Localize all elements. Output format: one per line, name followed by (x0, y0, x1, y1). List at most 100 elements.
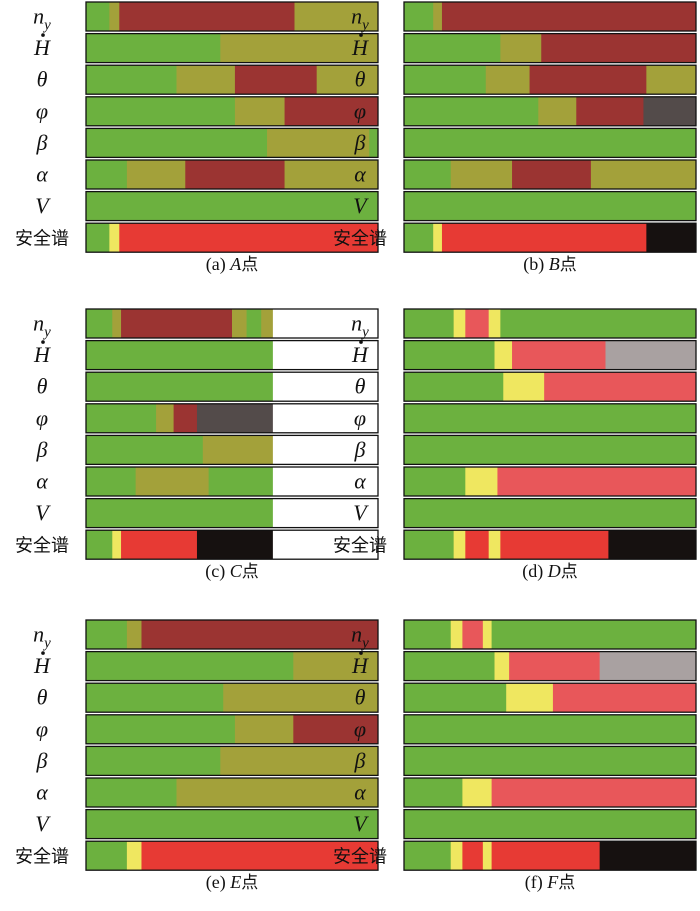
row-label: φ (354, 716, 366, 741)
bar-segment (453, 530, 466, 560)
bar-segment (86, 128, 268, 158)
bar-segment (86, 620, 128, 649)
row-label: H (33, 653, 51, 678)
bar-segment (272, 498, 379, 528)
bar-outline (403, 529, 697, 560)
bar-outline (403, 32, 697, 64)
row-label: V (35, 500, 51, 525)
bar-segment (272, 530, 379, 560)
row-label: θ (37, 685, 48, 710)
bar-outline (403, 714, 697, 745)
bar-segment (220, 746, 379, 776)
bar-segment (126, 160, 186, 189)
bar-segment (404, 128, 697, 158)
bar-segment (86, 435, 204, 465)
bar-segment (223, 683, 379, 713)
bar-segment (488, 530, 501, 560)
row-label: θ (37, 374, 48, 399)
bar-segment (646, 223, 697, 253)
bar-segment (369, 128, 379, 158)
bar-segment (404, 223, 434, 253)
bar-segment (109, 223, 120, 253)
row-label: 安全谱 (15, 229, 69, 250)
row-label: 安全谱 (333, 536, 387, 557)
dot-accent (41, 651, 45, 655)
bar-segment (491, 778, 697, 807)
bar-segment (284, 96, 379, 126)
bar-segment (86, 809, 379, 839)
bar-segment (284, 160, 379, 189)
bar-segment (404, 530, 455, 560)
bar-outline (403, 434, 697, 466)
bar-segment (126, 620, 142, 649)
bar-segment (404, 498, 697, 528)
row-label: 安全谱 (15, 847, 69, 868)
row-label: ny (33, 311, 51, 341)
row-label: θ (37, 67, 48, 92)
bar-outline (403, 308, 697, 339)
bar-segment (404, 403, 697, 433)
bar-segment (643, 96, 697, 126)
bar-segment (541, 33, 697, 63)
bar-segment (404, 651, 495, 681)
bar-segment (112, 530, 122, 560)
bar-segment (86, 309, 113, 338)
bar-segment (404, 841, 452, 871)
row-label: α (354, 780, 366, 805)
bar-outline (85, 403, 379, 434)
bar-outline (85, 682, 379, 713)
bar-segment (465, 467, 498, 496)
bar-segment (404, 467, 466, 496)
row-label: β (36, 437, 48, 462)
row-label: α (36, 780, 48, 805)
bar-outline (403, 64, 697, 95)
dot-accent (41, 33, 45, 37)
bar-segment (267, 128, 370, 158)
bar-segment (512, 340, 606, 370)
bar-segment (176, 65, 236, 95)
row-label: α (36, 162, 48, 187)
bar-outline (403, 777, 697, 808)
bar-segment (552, 683, 697, 713)
bar-segment (86, 498, 274, 528)
panel-caption: (a) A点 (206, 254, 258, 275)
bar-segment (441, 2, 697, 31)
bar-outline (403, 840, 697, 871)
panel-caption: (d) D点 (522, 561, 578, 582)
panel-caption: (e) E点 (206, 872, 258, 893)
row-label: β (36, 130, 48, 155)
bar-segment (590, 160, 697, 189)
bar-outline (85, 840, 379, 871)
bar-segment (538, 96, 577, 126)
bar-segment (86, 340, 274, 370)
bar-outline (403, 745, 697, 777)
bar-outline (85, 222, 379, 253)
row-label: θ (355, 374, 366, 399)
bar-segment (494, 651, 510, 681)
bar-outline (85, 159, 379, 190)
bar-segment (497, 467, 697, 496)
bar-segment (491, 841, 601, 871)
row-label: V (353, 193, 369, 218)
bar-outline (85, 308, 379, 339)
bar-outline (403, 403, 697, 434)
bar-segment (599, 651, 697, 681)
bar-outline (85, 529, 379, 560)
bar-segment (491, 620, 697, 649)
bar-segment (86, 2, 110, 31)
bar-segment (202, 435, 274, 465)
bar-outline (403, 650, 697, 682)
bar-outline (85, 190, 379, 222)
row-label: V (35, 193, 51, 218)
bar-segment (86, 191, 379, 221)
bar-segment (272, 403, 379, 433)
panel-caption: (b) B点 (523, 254, 577, 275)
bar-segment (404, 683, 507, 713)
bar-segment (404, 746, 697, 776)
bar-outline (85, 1, 379, 32)
bar-segment (482, 620, 492, 649)
bar-segment (404, 778, 463, 807)
